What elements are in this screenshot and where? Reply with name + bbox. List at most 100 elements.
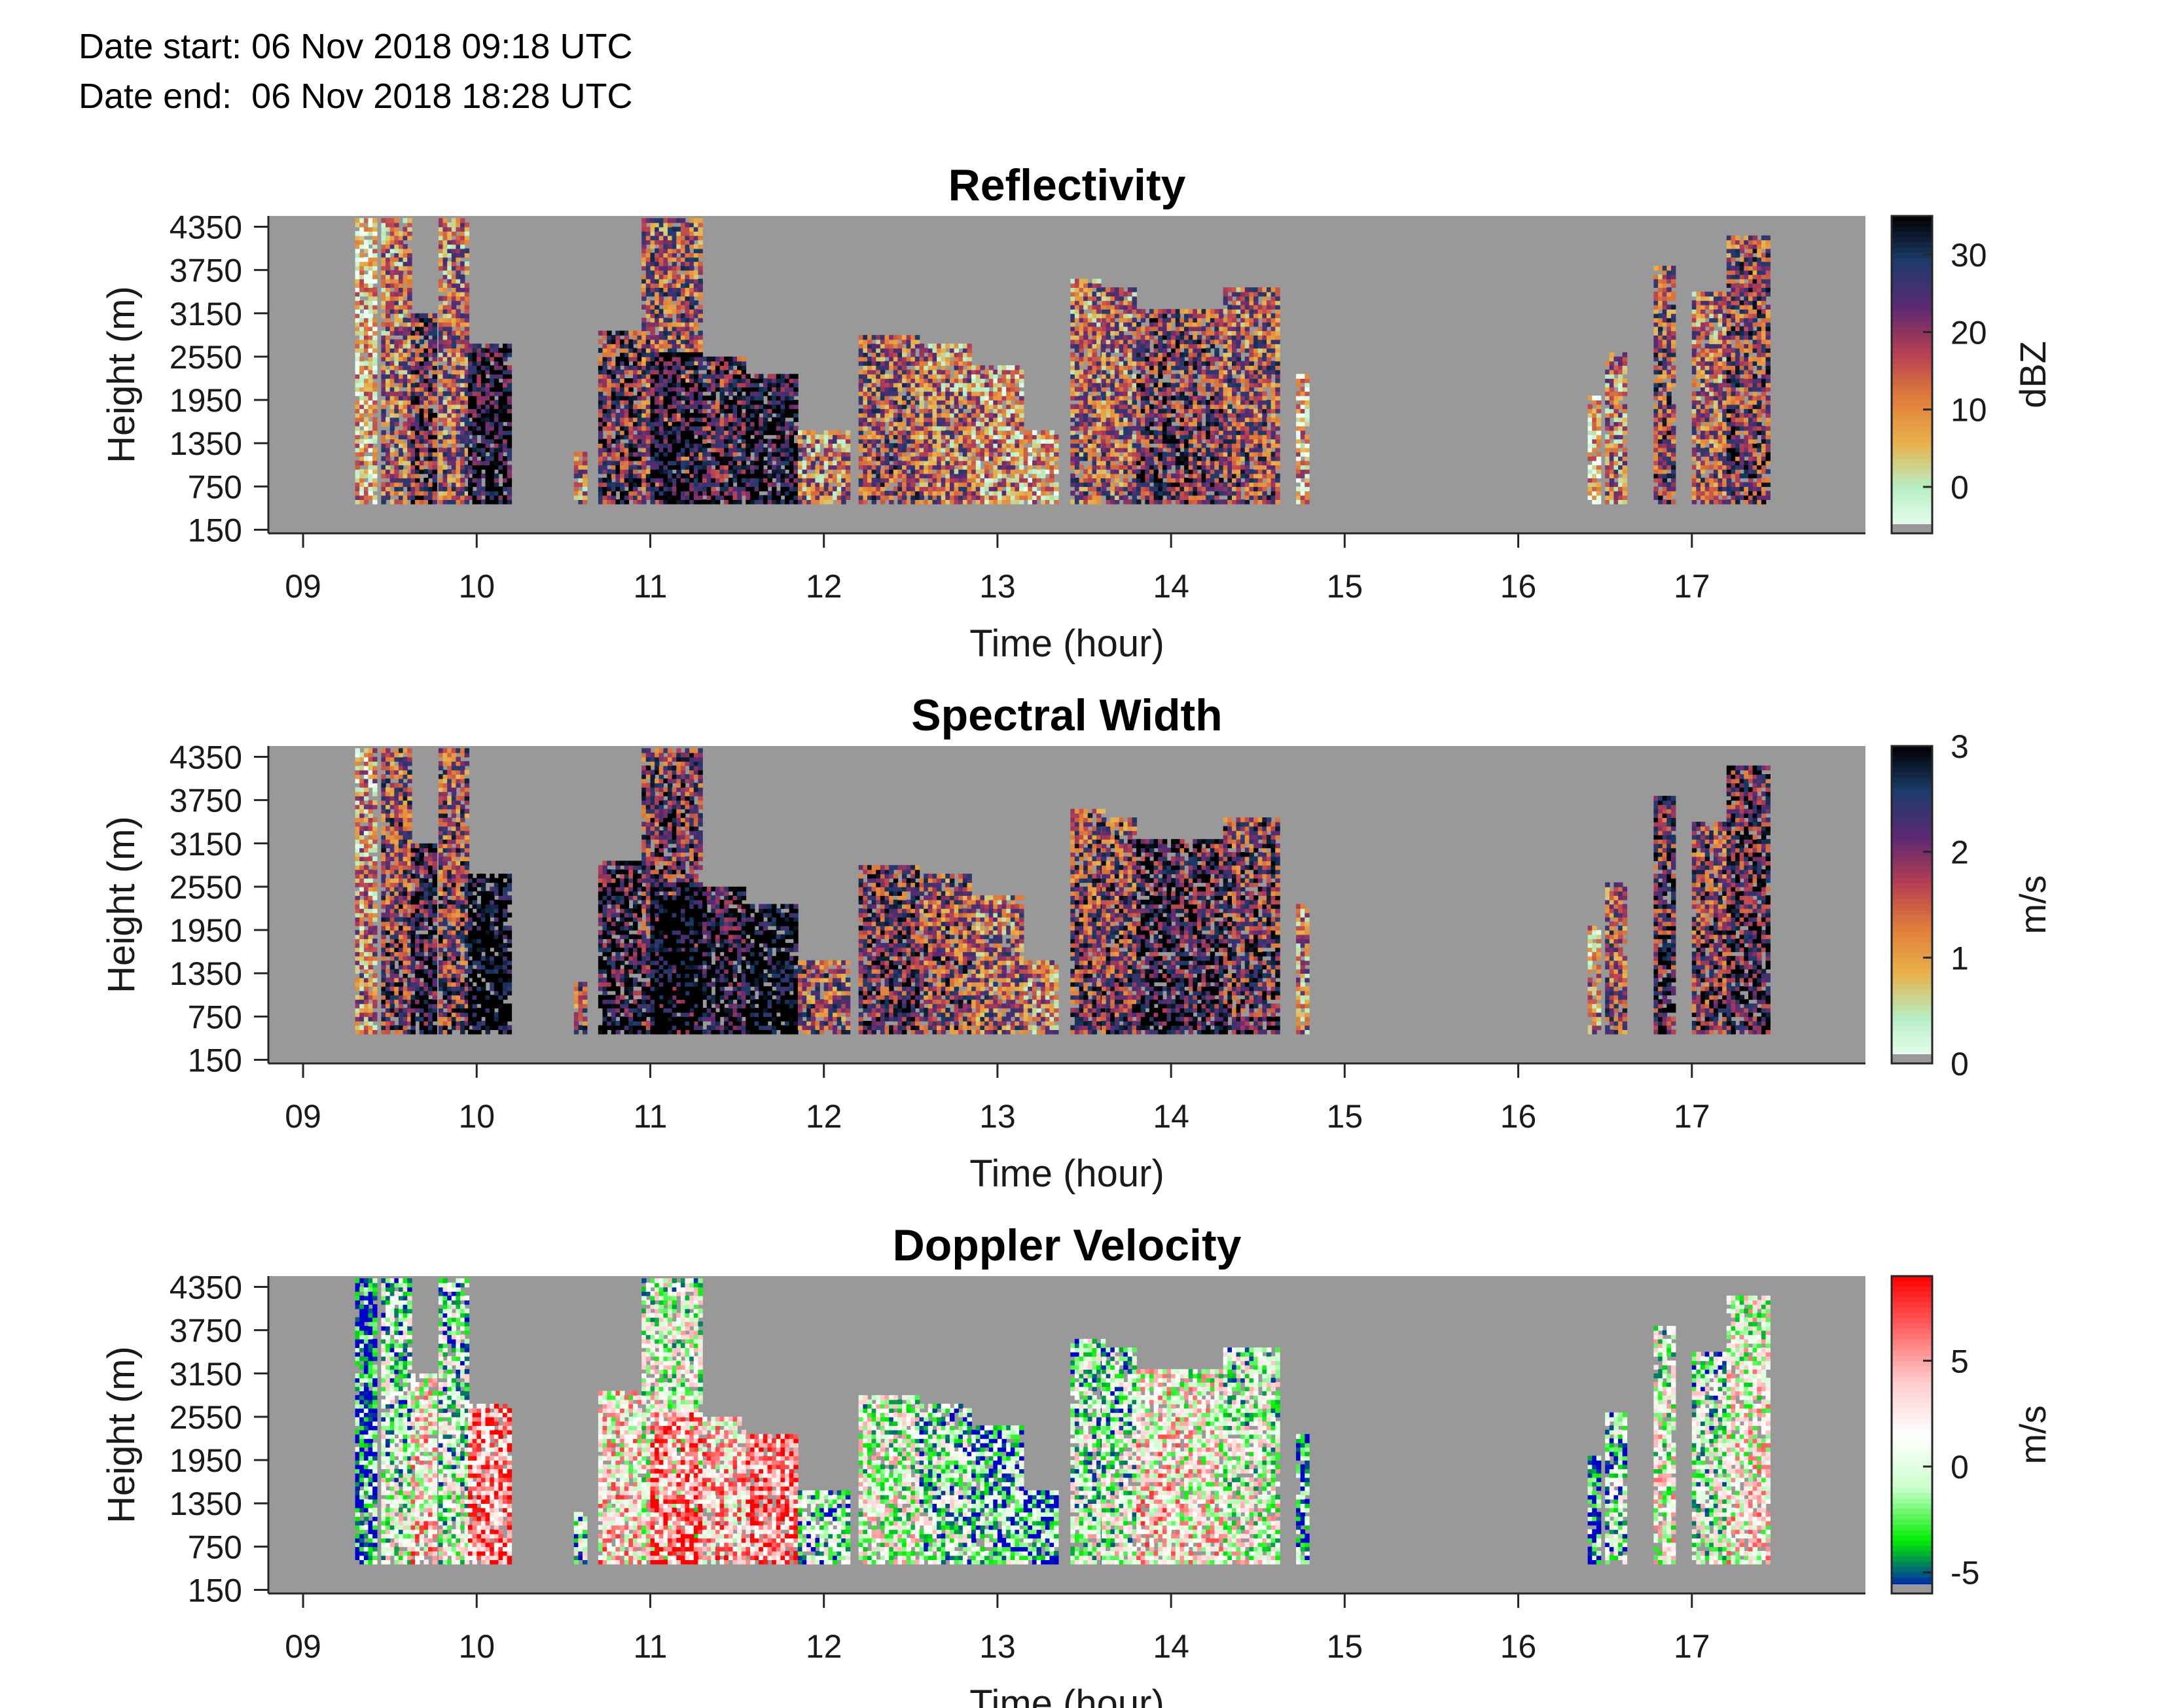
heatmap-cell (439, 253, 443, 257)
heatmap-cell (439, 370, 443, 374)
heatmap-cell (428, 461, 433, 465)
heatmap-cell (355, 465, 360, 469)
heatmap-cell (439, 305, 443, 310)
heatmap-cell (447, 452, 452, 456)
heatmap-cell (433, 482, 437, 487)
heatmap-cell (390, 327, 395, 331)
heatmap-cell (477, 361, 481, 366)
heatmap-cell (372, 478, 377, 482)
heatmap-cell (443, 244, 448, 249)
heatmap-cell (364, 482, 369, 487)
heatmap-cell (411, 495, 416, 500)
heatmap-cell (486, 486, 490, 491)
heatmap-cell (403, 413, 408, 418)
heatmap-cell (386, 400, 390, 404)
heatmap-cell (415, 478, 420, 482)
heatmap-cell (423, 400, 428, 404)
heatmap-cell (447, 383, 452, 387)
heatmap-cell (439, 227, 443, 232)
heatmap-cell (415, 344, 420, 348)
heatmap-cell (456, 227, 460, 232)
heatmap-cell (403, 357, 408, 361)
heatmap-cell (477, 491, 481, 495)
heatmap-cell (443, 495, 448, 500)
heatmap-cell (460, 352, 465, 357)
heatmap-cell (443, 443, 448, 448)
heatmap-cell (364, 322, 369, 327)
heatmap-cell (407, 300, 412, 305)
heatmap-cell (390, 270, 395, 275)
heatmap-cell (381, 249, 386, 253)
heatmap-cell (399, 300, 403, 305)
heatmap-cell (407, 231, 412, 236)
heatmap-cell (443, 448, 448, 452)
heatmap-cell (420, 361, 424, 366)
heatmap-cell (372, 327, 377, 331)
heatmap-cell (359, 279, 364, 283)
heatmap-cell (477, 383, 481, 387)
heatmap-cell (381, 370, 386, 374)
heatmap-cell (359, 400, 364, 404)
heatmap-cell (439, 495, 443, 500)
heatmap-cell (428, 348, 433, 353)
heatmap-cell (433, 327, 437, 331)
heatmap-cell (381, 387, 386, 391)
heatmap-cell (452, 435, 456, 439)
heatmap-cell (369, 383, 373, 387)
heatmap-cell (460, 344, 465, 348)
heatmap-cell (415, 408, 420, 413)
heatmap-cell (452, 335, 456, 340)
heatmap-cell (355, 474, 360, 478)
heatmap-cell (456, 222, 460, 227)
heatmap-cell (381, 357, 386, 361)
heatmap-cell (473, 435, 477, 439)
heatmap-cell (460, 465, 465, 469)
heatmap-cell (456, 491, 460, 495)
heatmap-cell (468, 430, 473, 435)
heatmap-cell (394, 461, 399, 465)
heatmap-cell (369, 352, 373, 357)
heatmap-cell (403, 300, 408, 305)
heatmap-cell (369, 357, 373, 361)
heatmap-cell (381, 439, 386, 444)
heatmap-cell (390, 461, 395, 465)
heatmap-cell (386, 452, 390, 456)
heatmap-cell (403, 218, 408, 222)
heatmap-cell (443, 218, 448, 222)
heatmap-cell (355, 313, 360, 318)
heatmap-cell (447, 340, 452, 344)
heatmap-cell (415, 435, 420, 439)
heatmap-cell (473, 408, 477, 413)
heatmap-cell (355, 421, 360, 426)
heatmap-cell (394, 240, 399, 244)
heatmap-cell (456, 469, 460, 474)
heatmap-cell (481, 443, 486, 448)
heatmap-cell (369, 495, 373, 500)
heatmap-cell (477, 344, 481, 348)
heatmap-cell (359, 335, 364, 340)
heatmap-cell (390, 396, 395, 400)
heatmap-cell (399, 240, 403, 244)
heatmap-cell (403, 495, 408, 500)
heatmap-cell (447, 456, 452, 461)
heatmap-cell (364, 292, 369, 296)
heatmap-cell (394, 348, 399, 353)
heatmap-cell (428, 344, 433, 348)
heatmap-cell (359, 340, 364, 344)
heatmap-cell (452, 452, 456, 456)
heatmap-cell (428, 378, 433, 383)
heatmap-cell (456, 391, 460, 396)
heatmap-cell (443, 439, 448, 444)
heatmap-cell (372, 435, 377, 439)
heatmap-cell (386, 249, 390, 253)
heatmap-cell (452, 370, 456, 374)
heatmap-cell (394, 365, 399, 370)
heatmap-cell (468, 348, 473, 353)
heatmap-cell (415, 413, 420, 418)
heatmap-cell (381, 257, 386, 262)
heatmap-cell (428, 330, 433, 335)
heatmap-cell (428, 495, 433, 500)
heatmap-cell (433, 335, 437, 340)
heatmap-cell (433, 317, 437, 322)
heatmap-cell (452, 378, 456, 383)
